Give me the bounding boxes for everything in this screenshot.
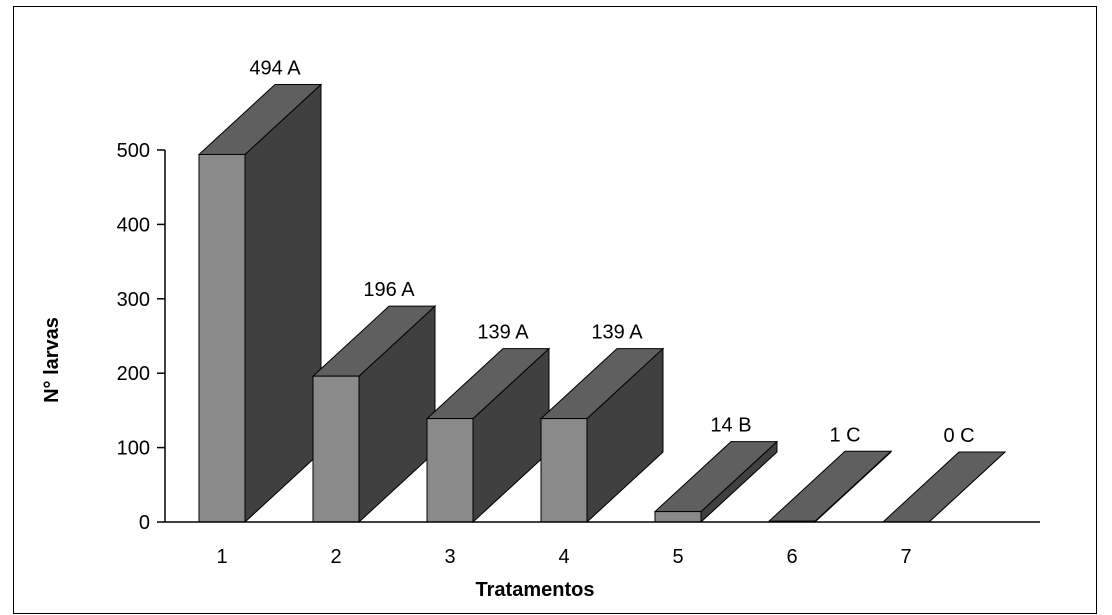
bar-front xyxy=(198,153,246,523)
x-tick-label: 3 xyxy=(444,546,455,568)
data-label: 139 A xyxy=(591,322,643,344)
bar-4 xyxy=(539,347,665,524)
y-tick-label: 100 xyxy=(117,438,150,460)
data-label: 139 A xyxy=(477,322,529,344)
data-labels: 494 A 196 A 139 A 139 A 14 B 1 C 0 C xyxy=(249,57,974,447)
data-label: 0 C xyxy=(943,425,974,447)
x-tick-label: 4 xyxy=(558,546,569,568)
bar-front xyxy=(540,418,588,523)
x-tick-label: 1 xyxy=(216,546,227,568)
bar-6 xyxy=(767,450,893,524)
bar-side xyxy=(244,83,322,524)
x-ticks: 1 2 3 4 5 6 7 xyxy=(216,546,911,568)
y-ticks: 0 100 200 300 400 500 xyxy=(117,140,165,534)
x-axis-title: Tratamentos xyxy=(476,579,595,601)
y-tick-label: 200 xyxy=(117,363,150,385)
bar-front xyxy=(312,375,360,523)
bar-2 xyxy=(311,305,437,524)
y-tick-label: 300 xyxy=(117,289,150,311)
bar-front xyxy=(426,418,474,523)
bar-top xyxy=(767,450,893,522)
bar-top xyxy=(881,451,1007,523)
x-tick-label: 5 xyxy=(672,546,683,568)
y-tick-label: 400 xyxy=(117,214,150,236)
data-label: 494 A xyxy=(249,57,301,79)
y-axis-title: N° larvas xyxy=(41,317,63,403)
data-label: 14 B xyxy=(710,415,751,437)
x-tick-label: 7 xyxy=(900,546,911,568)
bar-7 xyxy=(881,451,1007,523)
data-label: 196 A xyxy=(363,279,415,301)
x-tick-label: 6 xyxy=(786,546,797,568)
bar-1 xyxy=(197,83,323,524)
axes-layer xyxy=(164,150,1040,523)
bar-5 xyxy=(653,440,779,524)
bar-front xyxy=(654,511,702,523)
bars-layer xyxy=(197,83,1007,524)
bar-3 xyxy=(425,347,551,524)
y-tick-label: 0 xyxy=(139,512,150,534)
data-label: 1 C xyxy=(829,424,860,446)
x-tick-label: 2 xyxy=(330,546,341,568)
y-tick-label: 500 xyxy=(117,140,150,162)
